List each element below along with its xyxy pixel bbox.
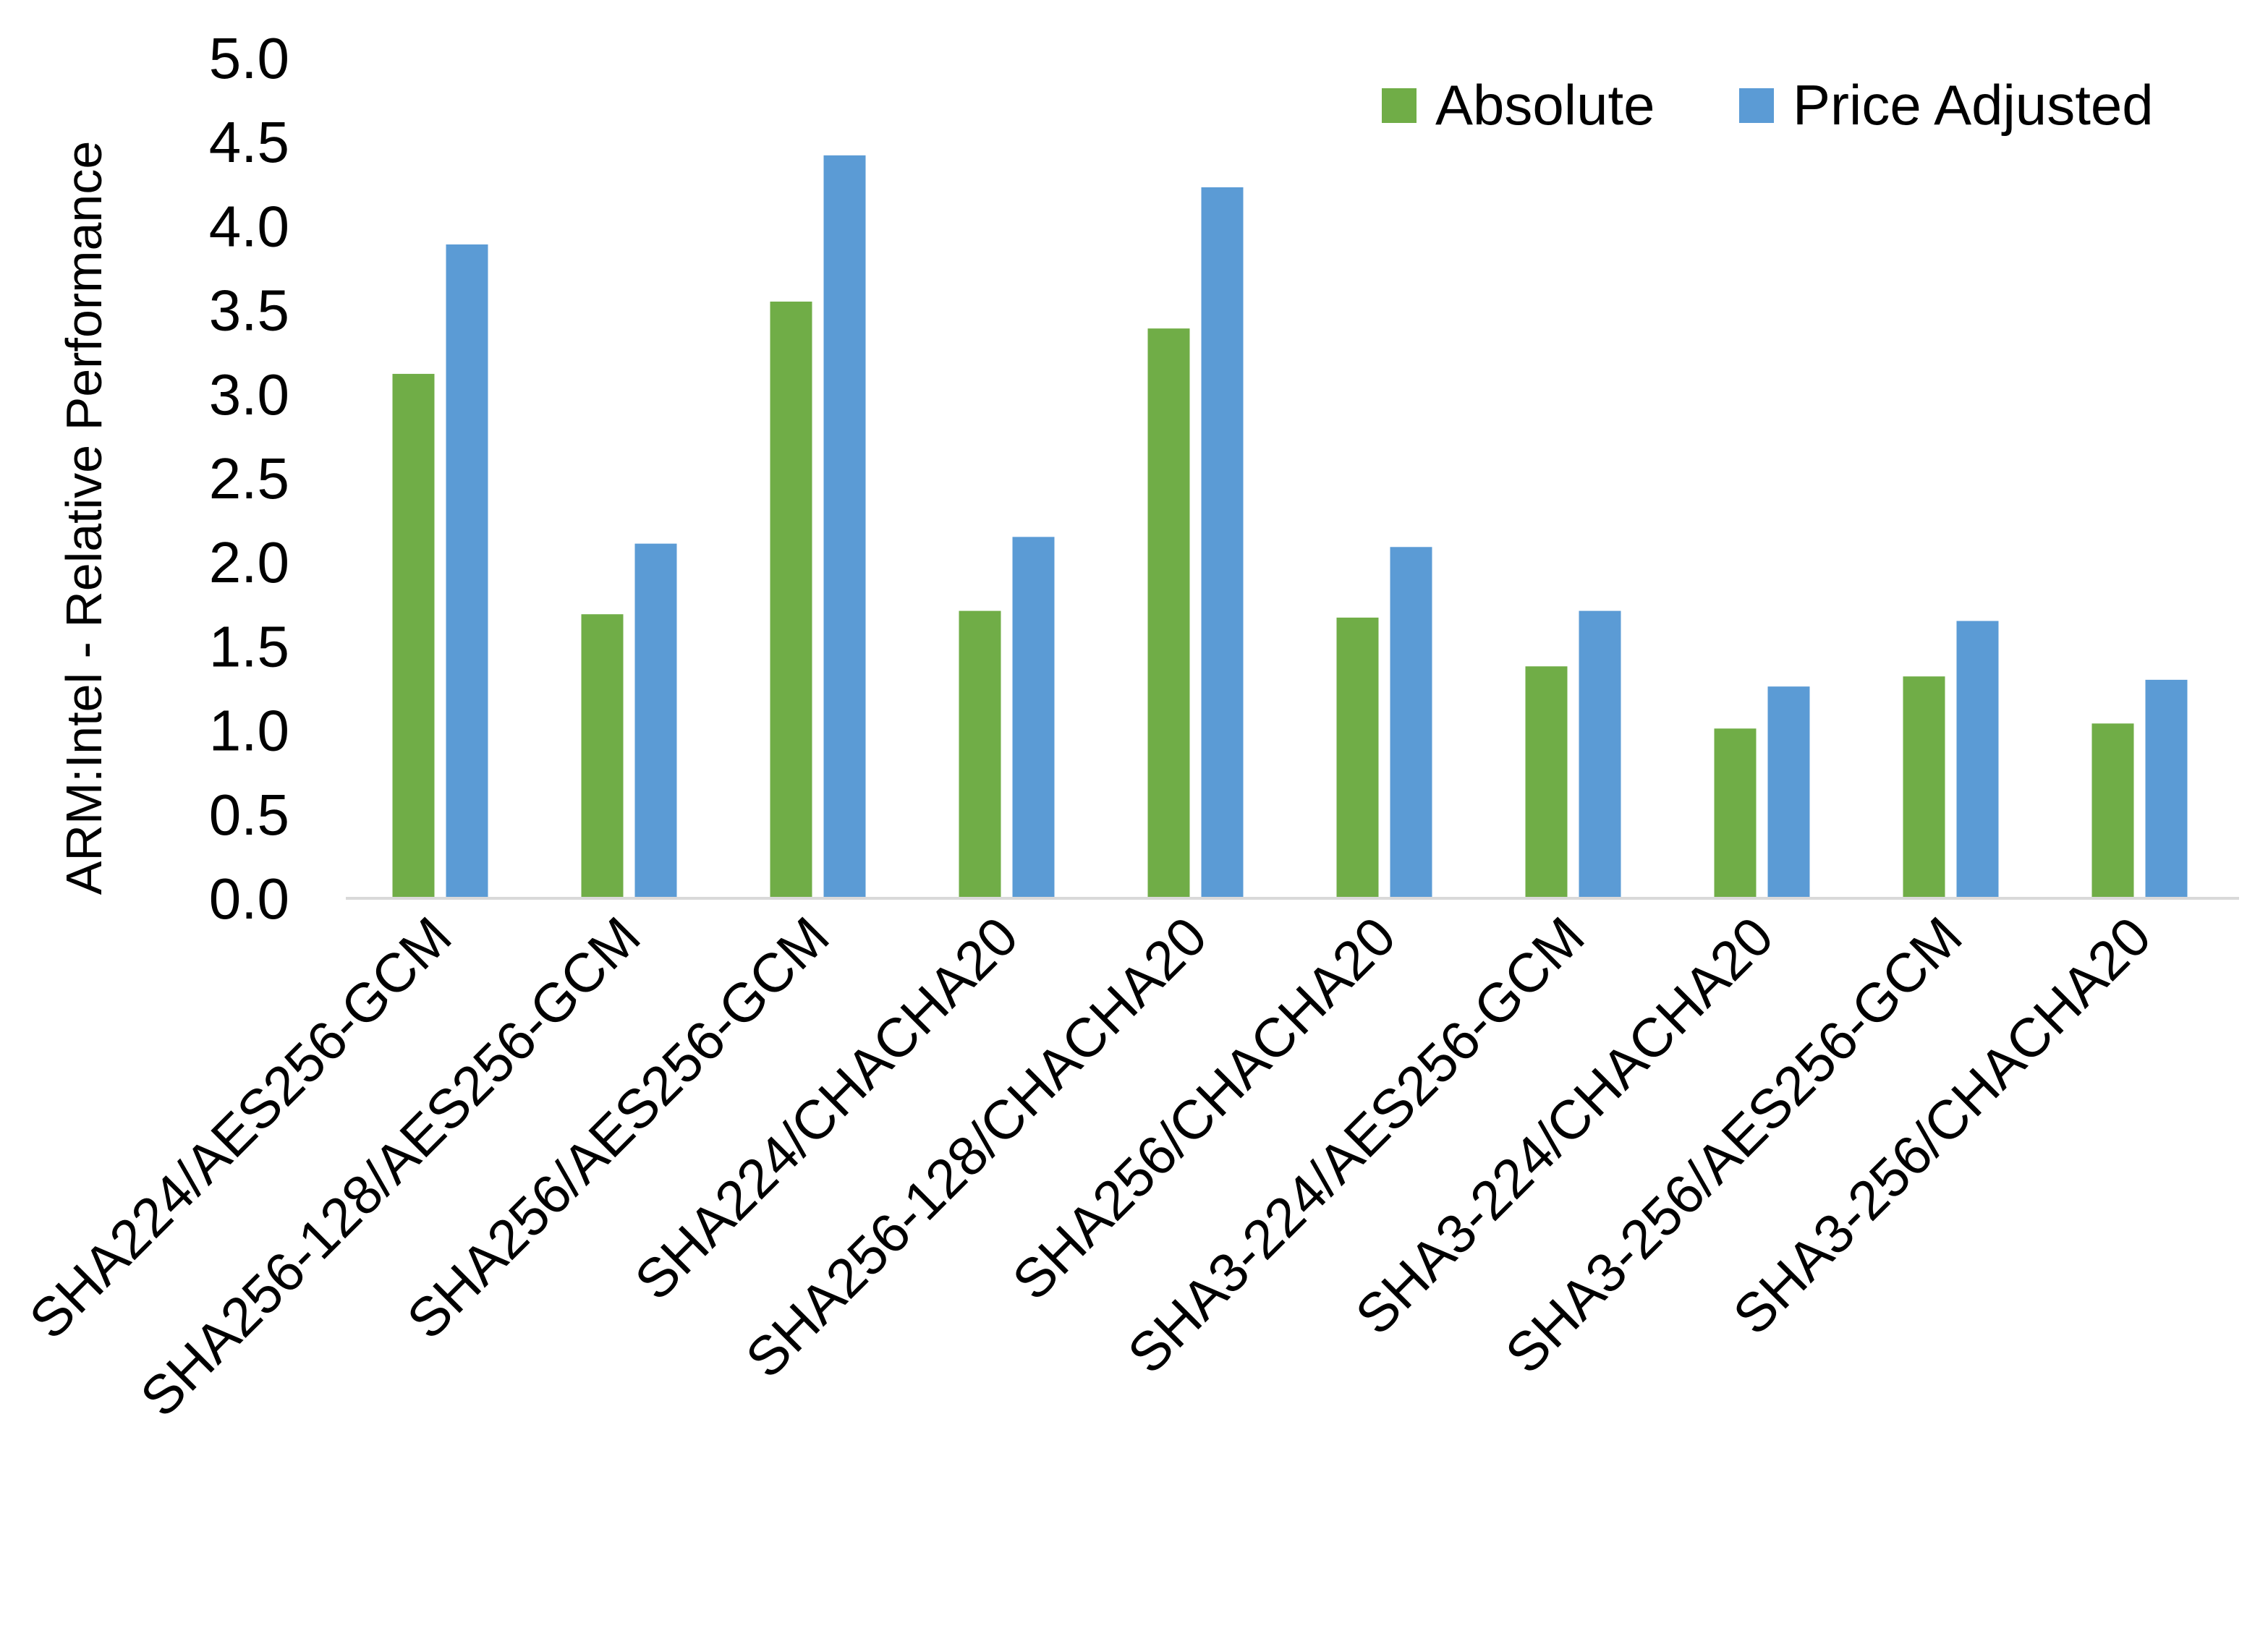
bar-price-adjusted	[2145, 679, 2188, 898]
bar-absolute	[392, 373, 435, 898]
bar-absolute	[1903, 676, 1945, 898]
y-tick-label: 2.5	[209, 446, 289, 511]
legend-swatch	[1382, 88, 1417, 123]
bar-absolute	[1525, 666, 1568, 898]
y-axis-ticks: 0.0 0.5 1.0 1.5 2.0 2.5 3.0 3.5 4.0 4.5 5.0	[209, 26, 289, 931]
bar-absolute	[581, 614, 624, 898]
y-tick-label: 2.0	[209, 530, 289, 595]
y-tick-label: 1.0	[209, 699, 289, 763]
bar-absolute	[1714, 728, 1757, 898]
bar-price-adjusted	[823, 155, 866, 899]
bar-price-adjusted	[634, 543, 677, 898]
legend: Absolute Price Adjusted	[1382, 73, 2154, 137]
y-tick-label: 4.5	[209, 110, 289, 174]
bar-price-adjusted	[446, 244, 488, 898]
bar-absolute	[770, 301, 812, 899]
y-tick-label: 0.0	[209, 866, 289, 931]
bar-absolute	[1147, 328, 1190, 898]
x-axis-ticks: SHA224/AES256-GCMSHA256-128/AES256-GCMSH…	[18, 906, 2163, 1428]
bars	[392, 155, 2188, 899]
bar-price-adjusted	[1767, 686, 1810, 898]
y-axis-label: ARM:Intel - Relative Performance	[56, 141, 112, 895]
bar-price-adjusted	[1390, 547, 1432, 898]
y-tick-label: 1.5	[209, 614, 289, 678]
y-tick-label: 3.5	[209, 278, 289, 343]
x-tick-label: SHA224/CHACHA20	[624, 906, 1030, 1312]
bar-absolute	[2091, 723, 2134, 898]
x-tick-label: SHA256/CHACHA20	[1001, 906, 1408, 1312]
bar-absolute	[959, 610, 1001, 898]
legend-swatch	[1739, 88, 1774, 123]
bar-price-adjusted	[1201, 187, 1244, 898]
legend-label: Price Adjusted	[1793, 73, 2154, 137]
bar-price-adjusted	[1956, 621, 1999, 898]
y-tick-label: 4.0	[209, 194, 289, 258]
y-tick-label: 0.5	[209, 783, 289, 847]
bar-price-adjusted	[1012, 537, 1055, 898]
legend-label: Absolute	[1435, 73, 1655, 137]
y-tick-label: 3.0	[209, 362, 289, 427]
bar-price-adjusted	[1579, 610, 1621, 898]
bar-absolute	[1336, 617, 1379, 898]
y-tick-label: 5.0	[209, 26, 289, 90]
